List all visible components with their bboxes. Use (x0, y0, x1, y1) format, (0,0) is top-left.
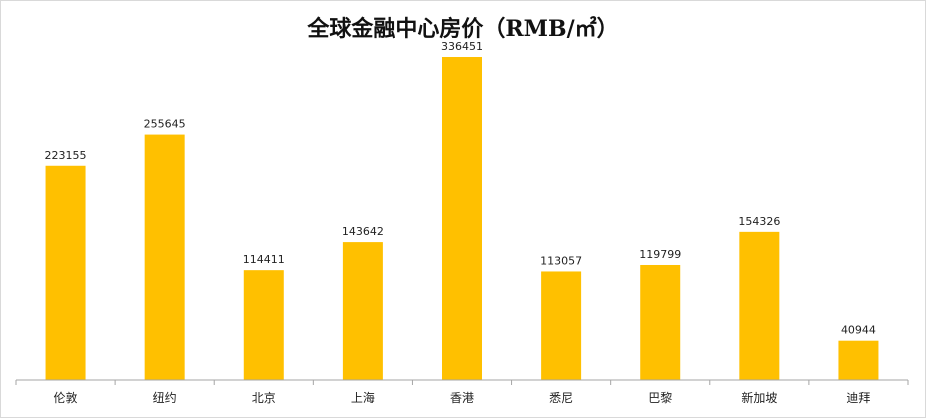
data-label: 113057 (540, 254, 582, 267)
data-label: 336451 (441, 40, 483, 53)
bar (739, 231, 780, 380)
category-label: 北京 (252, 391, 276, 405)
bar (243, 270, 284, 380)
category-label: 新加坡 (741, 390, 777, 405)
category-labels-layer: 伦敦 纽约 北京 上海 香港 悉尼 巴黎 新加坡 迪拜 (54, 390, 871, 405)
bar (45, 165, 86, 380)
category-label: 悉尼 (549, 391, 573, 405)
bar (541, 271, 582, 380)
data-label: 154326 (738, 215, 780, 228)
data-label: 223155 (45, 149, 87, 162)
category-label: 上海 (351, 390, 375, 405)
category-label: 伦敦 (54, 390, 78, 405)
bar (144, 134, 185, 380)
x-axis-ticks (15, 380, 909, 385)
bar (640, 264, 681, 380)
data-label: 143642 (342, 225, 384, 238)
category-label: 香港 (450, 391, 474, 405)
data-label: 119799 (639, 248, 681, 261)
value-labels-layer: 223155 255645 114411 143642 336451 113057 1197… (45, 40, 876, 337)
data-label: 114411 (243, 253, 285, 266)
bar (838, 340, 879, 380)
category-label: 纽约 (153, 390, 177, 405)
category-label: 巴黎 (648, 391, 672, 405)
bar (342, 242, 383, 380)
chart-title: 全球金融中心房价（RMB/㎡） (306, 16, 618, 42)
data-label: 255645 (144, 118, 186, 131)
bars-layer (45, 57, 879, 380)
category-label: 迪拜 (846, 391, 870, 405)
data-label: 40944 (841, 324, 876, 337)
bar (442, 57, 482, 380)
